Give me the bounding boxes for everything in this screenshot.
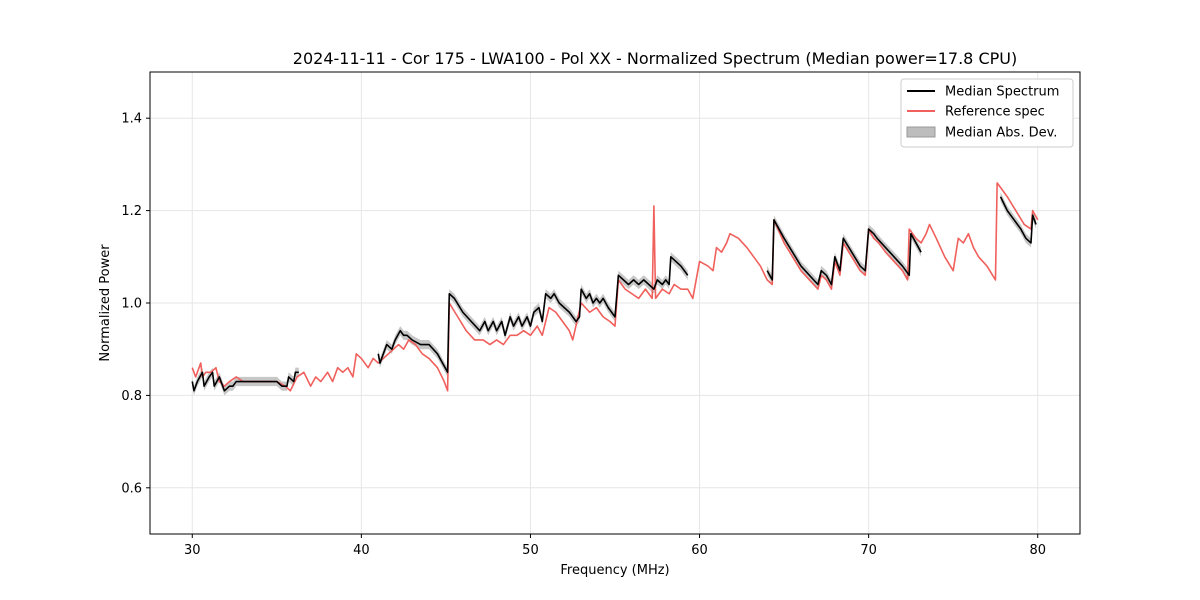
x-tick-label: 30 <box>184 543 201 558</box>
y-tick-label: 1.2 <box>121 204 142 219</box>
legend: Median Spectrum Reference spec Median Ab… <box>900 78 1074 148</box>
y-tick-label: 0.8 <box>121 389 142 404</box>
legend-label-median: Median Spectrum <box>945 85 1059 100</box>
legend-box <box>900 78 1074 148</box>
x-tick-label: 40 <box>353 543 370 558</box>
y-tick-label: 1.4 <box>121 112 142 127</box>
y-tick-label: 1.0 <box>121 297 142 312</box>
x-tick-label: 70 <box>860 543 877 558</box>
legend-label-reference: Reference spec <box>945 105 1045 120</box>
median-spectrum-line <box>766 219 922 286</box>
y-tick-label: 0.6 <box>121 481 142 496</box>
x-tick-label: 50 <box>522 543 539 558</box>
legend-label-mad: Median Abs. Dev. <box>945 126 1057 141</box>
median-spectrum-line <box>191 371 299 392</box>
median-spectrum-line <box>999 196 1037 244</box>
median-series-layer <box>191 196 1037 392</box>
x-tick-label: 60 <box>691 543 708 558</box>
legend-swatch-mad <box>906 126 936 138</box>
y-axis-label: Normalized Power <box>98 244 113 362</box>
x-tick-label: 80 <box>1029 543 1046 558</box>
chart-title: 2024-11-11 - Cor 175 - LWA100 - Pol XX -… <box>293 49 1017 68</box>
tick-layer: 30 40 50 60 70 80 0.6 0.8 1.0 1.2 1.4 <box>121 112 1046 558</box>
x-axis-label: Frequency (MHz) <box>560 563 669 578</box>
median-spectrum-line <box>377 256 689 374</box>
